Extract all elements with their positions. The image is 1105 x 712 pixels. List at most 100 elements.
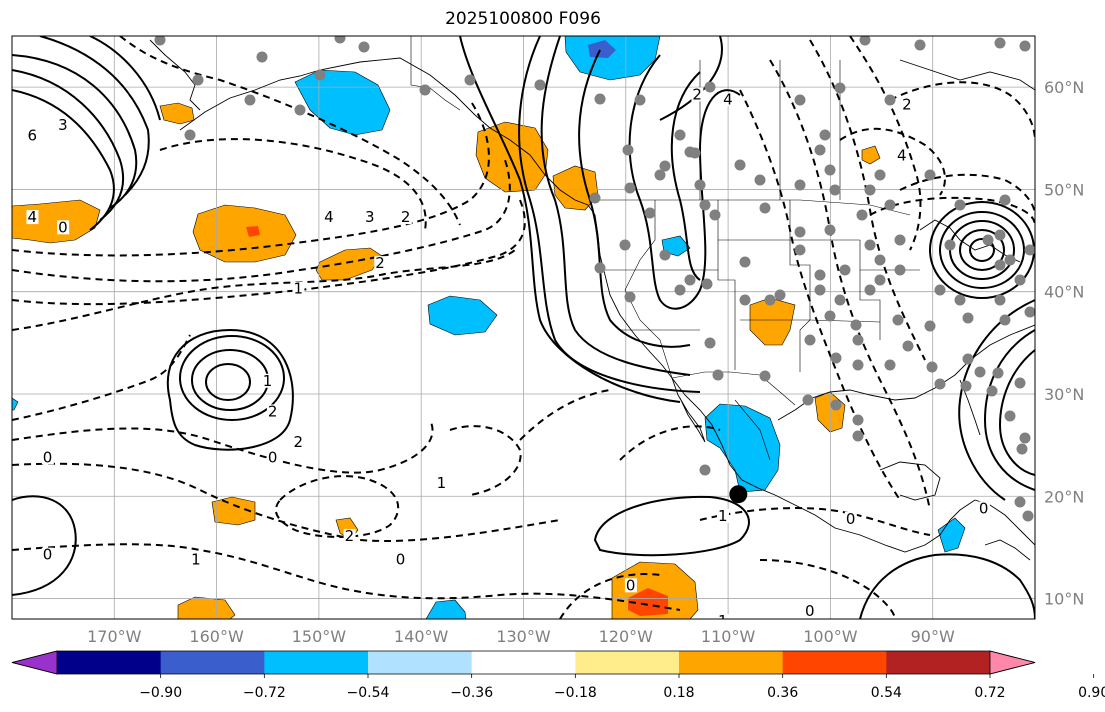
contour-low-ring <box>969 238 995 262</box>
station-dot <box>994 37 1006 49</box>
colorbar-segment <box>471 651 576 674</box>
contour-dashed <box>699 507 931 536</box>
colorbar-tick-label: 0.18 <box>663 685 694 701</box>
station-dot <box>1014 274 1026 286</box>
coastline-caribbean <box>984 539 1031 561</box>
station-dot <box>974 366 986 378</box>
figure-title: 2025100800 F096 <box>445 9 601 29</box>
station-dot <box>894 234 906 246</box>
contour-label: 1 <box>263 372 273 390</box>
contour-northwest <box>39 36 150 196</box>
contour-label-bg <box>399 210 412 225</box>
station-dot <box>794 226 806 238</box>
coastline-yucatan <box>879 461 941 501</box>
contour-dashed <box>619 425 721 461</box>
contour-high-0 <box>166 328 294 451</box>
latitude-labels: 60°N 50°N 40°N 30°N 20°N 10°N <box>1044 78 1084 608</box>
contour-dashed <box>849 36 922 251</box>
colorbar-tick-label: 0.90 <box>1078 685 1105 701</box>
colorbar-tick-label: −0.18 <box>554 685 597 701</box>
station-dot <box>689 147 701 159</box>
lat-tick-label: 10°N <box>1044 590 1084 609</box>
contour-label-bg <box>266 450 279 465</box>
coastline-baja <box>671 377 706 443</box>
contour-label: 0 <box>979 500 989 518</box>
station-dot <box>659 249 671 261</box>
coastlines <box>149 39 1035 561</box>
station-dot <box>699 464 711 476</box>
colorbar-extend-max <box>989 650 1036 675</box>
coastline-gulf <box>777 324 1035 421</box>
station-dot <box>850 319 862 331</box>
lon-tick-label: 120°W <box>599 627 654 646</box>
station-dots <box>154 36 1035 522</box>
anomaly-positive <box>211 496 256 526</box>
station-dot <box>864 239 876 251</box>
contour-dashed <box>759 559 896 619</box>
station-dot <box>154 36 166 46</box>
contour-ridge-west <box>670 71 701 281</box>
station-dot <box>994 294 1006 306</box>
station-dot <box>864 284 876 296</box>
colorbar-tick-label: −0.36 <box>450 685 493 701</box>
station-dot <box>294 104 306 116</box>
contour-label-bg <box>292 435 305 450</box>
contour-label: 2 <box>902 96 912 114</box>
contour-label-bg <box>374 256 387 271</box>
contour-label-bg <box>844 511 857 526</box>
contour-dashed <box>449 425 522 496</box>
station-dot <box>934 378 946 390</box>
contour-label: 0 <box>43 448 53 466</box>
contour-label-bg <box>624 578 637 593</box>
station-dot <box>184 129 196 141</box>
station-dot <box>926 361 938 373</box>
station-dot <box>1022 510 1034 522</box>
station-dot <box>902 340 914 352</box>
station-dot <box>699 199 711 211</box>
station-dot <box>986 385 998 397</box>
station-dot <box>334 36 346 44</box>
station-dot <box>852 430 864 442</box>
contour-label-bg <box>343 529 356 544</box>
contour-low-ring <box>959 229 1005 271</box>
lat-tick-label: 50°N <box>1044 180 1084 199</box>
station-dot <box>1004 410 1016 422</box>
contour-dashed <box>12 462 561 542</box>
contour-dashed <box>519 389 611 441</box>
station-dot <box>694 179 706 191</box>
contour-high-3 <box>205 363 251 401</box>
anomaly-positive <box>192 204 297 263</box>
contour-label-bg <box>26 210 39 225</box>
station-dot <box>994 229 1006 241</box>
station-dot <box>774 289 786 301</box>
contour-label-bg <box>57 118 70 133</box>
contour-northwest <box>89 36 161 121</box>
station-dot <box>839 264 851 276</box>
contour-label: 2 <box>692 85 702 103</box>
contour-label: 0 <box>846 510 856 528</box>
contour-label-bg <box>394 552 407 567</box>
station-dot <box>594 93 606 105</box>
station-dot <box>802 394 814 406</box>
station-dot <box>962 353 974 365</box>
contour-northwest <box>12 54 138 209</box>
station-dot <box>464 74 476 86</box>
colorbar-segment <box>782 651 887 674</box>
station-dot <box>962 312 974 324</box>
contours-negative <box>12 36 1035 619</box>
contour-label-bg <box>803 603 816 618</box>
station-dot <box>824 164 836 176</box>
contour-label: 2 <box>401 208 411 226</box>
anomaly-strong-negative <box>588 40 616 58</box>
contour-label: 1 <box>293 280 303 298</box>
colorbar-tick-label: −0.72 <box>243 685 286 701</box>
contour-gulf-ca <box>593 495 750 557</box>
contour-dashed <box>739 89 901 501</box>
station-dot <box>734 159 746 171</box>
contour-label: 6 <box>27 126 37 144</box>
anomaly-strong-positive <box>628 588 668 616</box>
contour-label: 2 <box>345 527 355 545</box>
station-dot <box>852 334 864 346</box>
colorbar-labels: −0.90 −0.72 −0.54 −0.36 −0.18 0.18 0.36 0.54 0.7… <box>139 674 1105 701</box>
station-dot <box>824 310 836 322</box>
